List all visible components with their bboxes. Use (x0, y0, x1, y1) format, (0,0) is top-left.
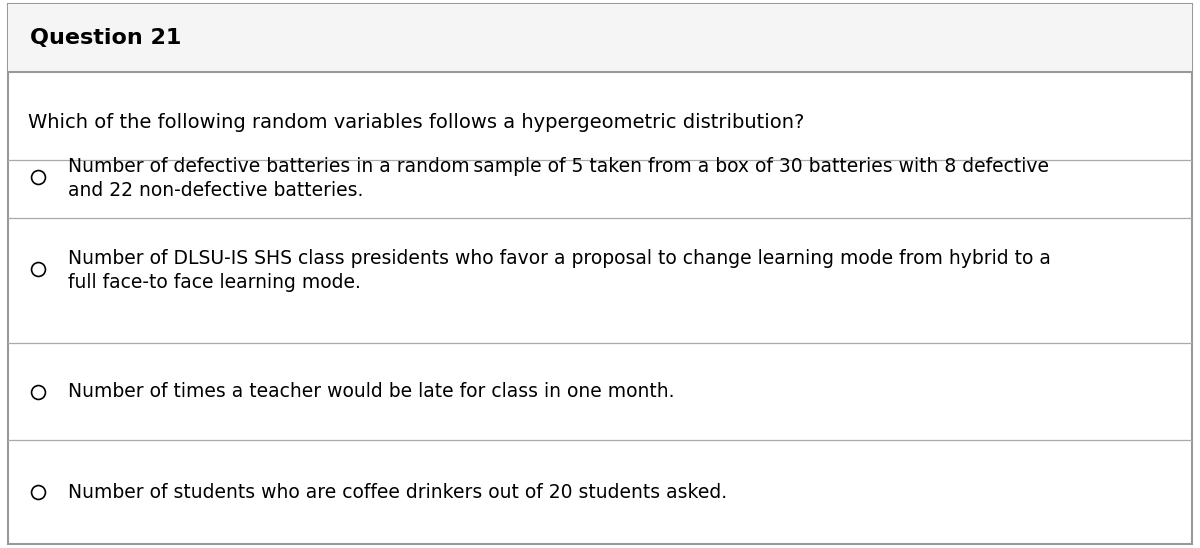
Text: Number of students who are coffee drinkers out of 20 students asked.: Number of students who are coffee drinke… (68, 482, 727, 501)
Text: Number of DLSU-IS SHS class presidents who favor a proposal to change learning m: Number of DLSU-IS SHS class presidents w… (68, 249, 1051, 268)
Text: and 22 non-defective batteries.: and 22 non-defective batteries. (68, 181, 364, 201)
Text: Number of defective batteries in a random sample of 5 taken from a box of 30 bat: Number of defective batteries in a rando… (68, 157, 1049, 176)
Text: Question 21: Question 21 (30, 28, 181, 48)
Text: full face‐to face learning mode.: full face‐to face learning mode. (68, 273, 361, 292)
Text: Which of the following random variables follows a hypergeometric distribution?: Which of the following random variables … (28, 112, 804, 132)
Bar (8, 4, 1192, 72)
Text: Number of times a teacher would be late for class in one month.: Number of times a teacher would be late … (68, 382, 674, 401)
